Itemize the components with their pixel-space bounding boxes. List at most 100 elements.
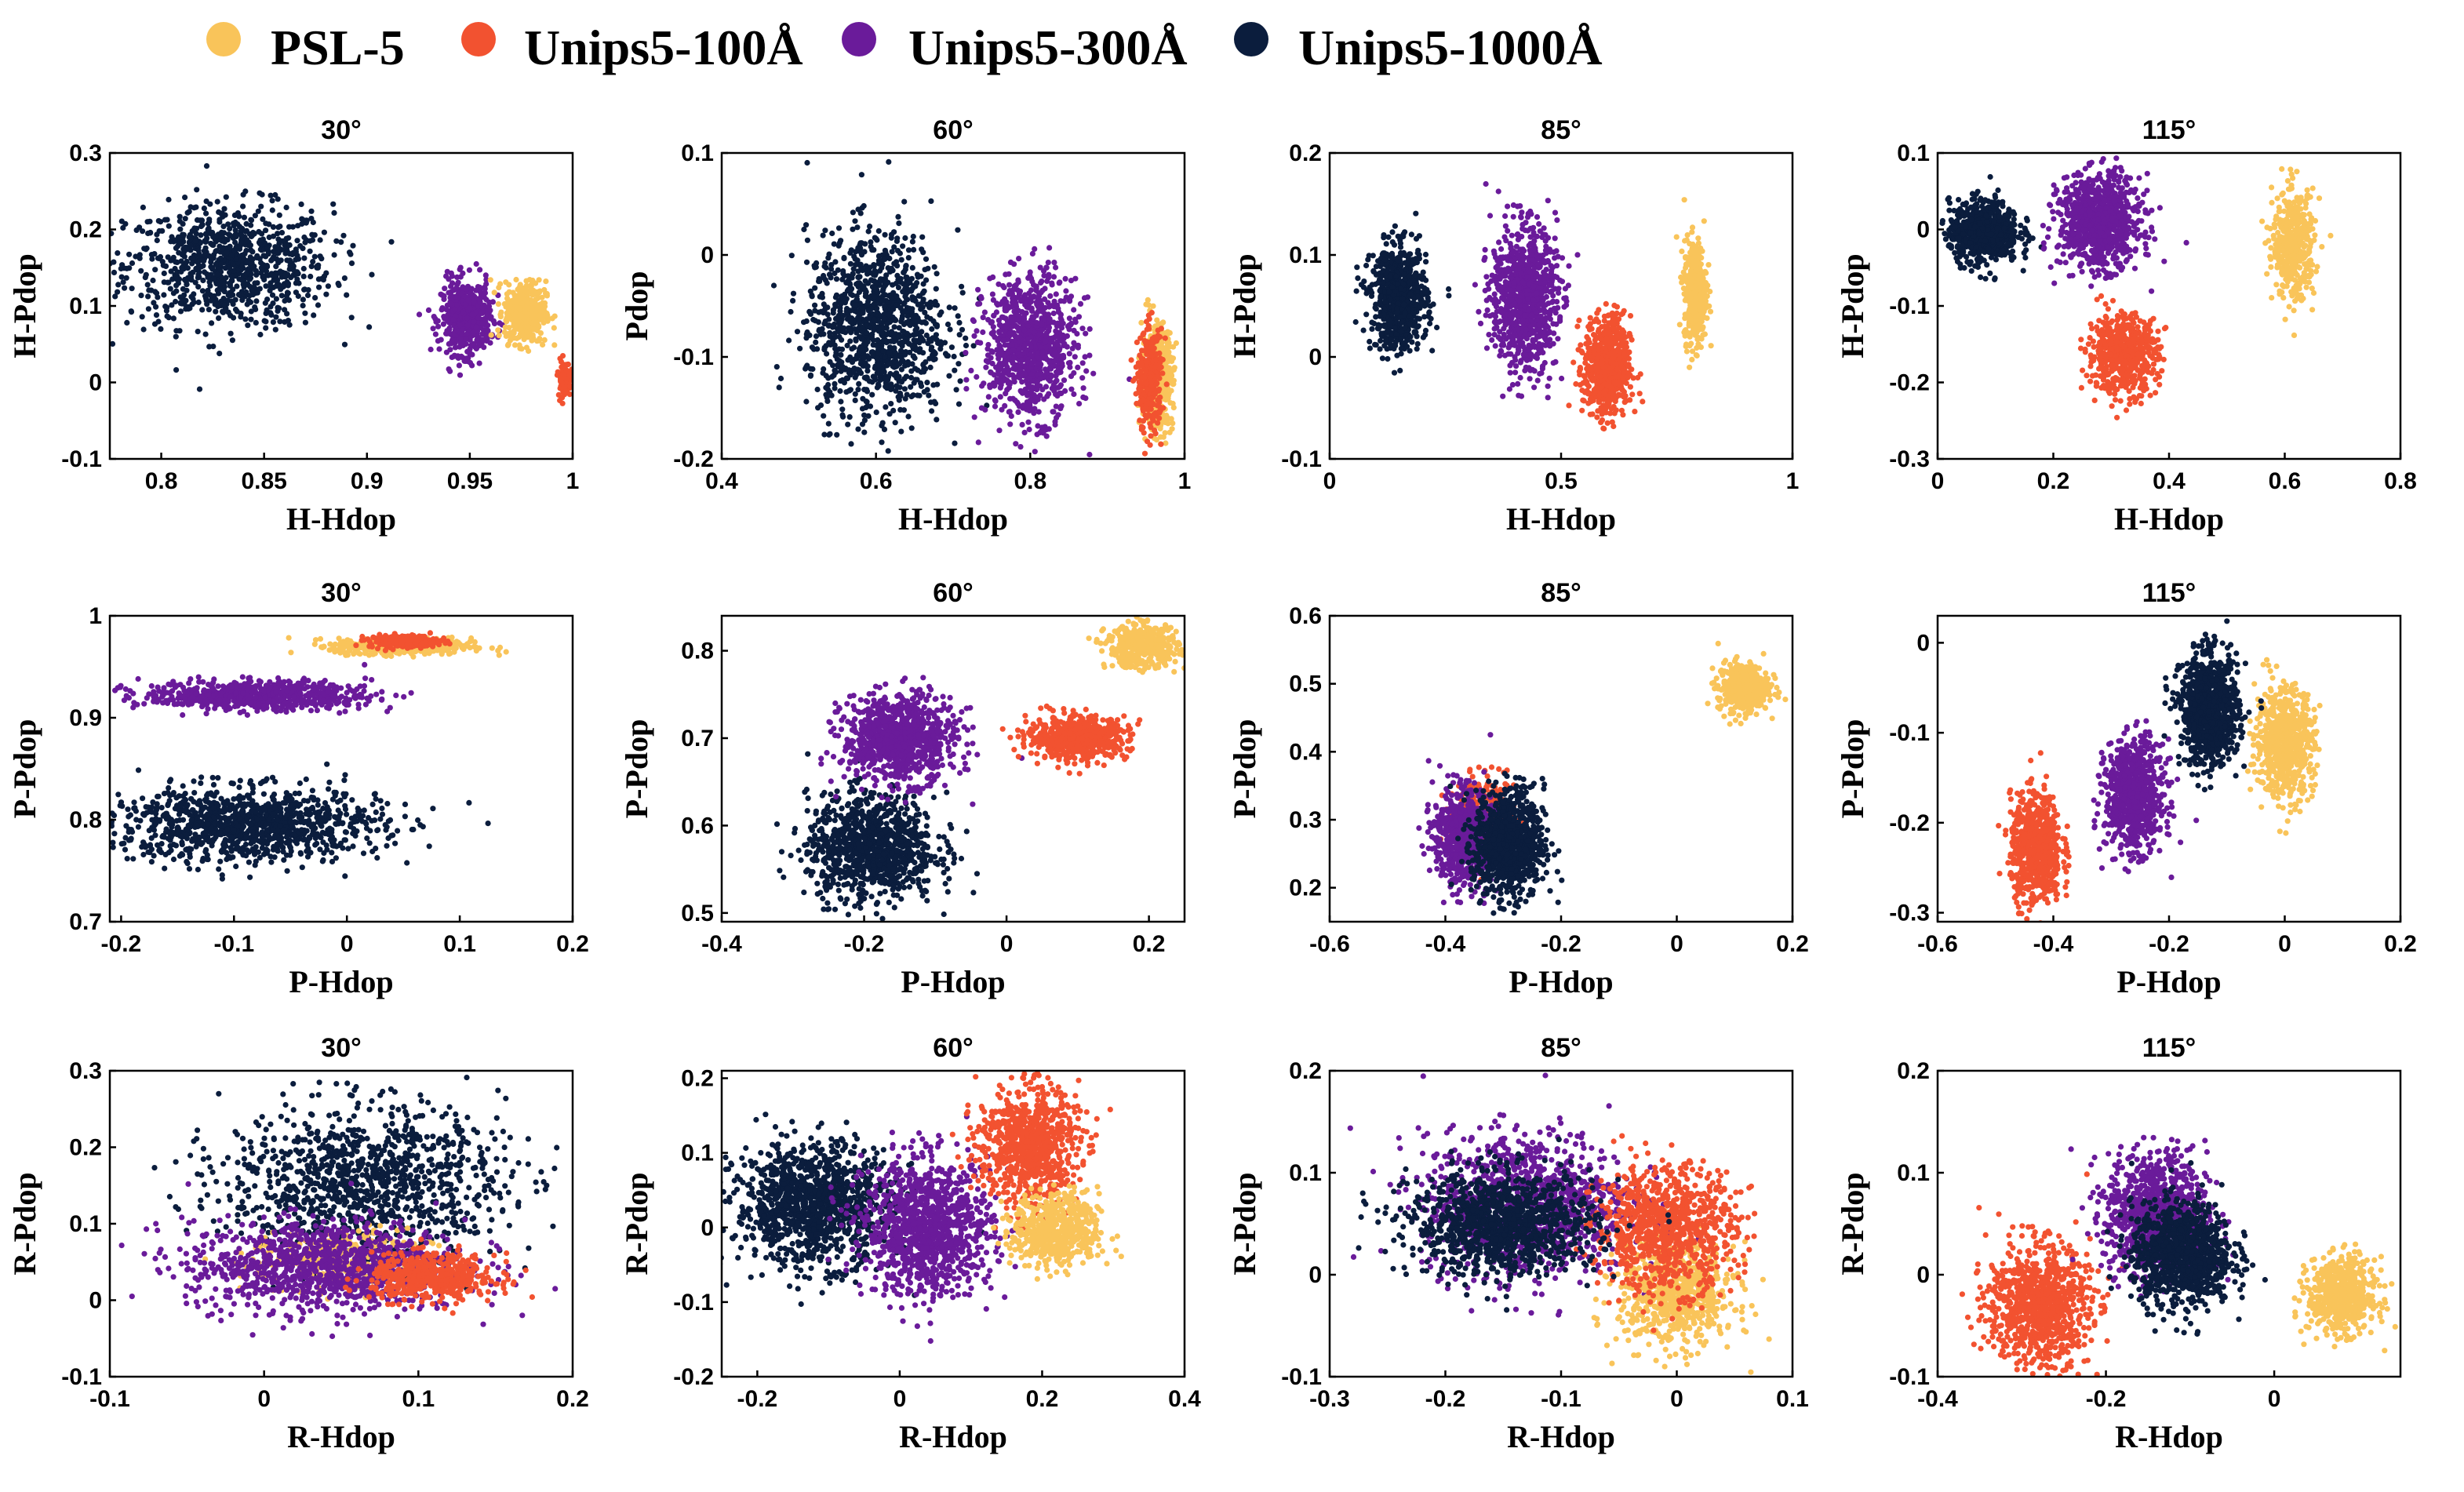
data-point bbox=[1025, 419, 1032, 425]
data-point bbox=[862, 360, 868, 366]
data-point bbox=[926, 392, 932, 398]
data-point bbox=[183, 297, 189, 304]
data-point bbox=[874, 370, 880, 377]
data-point bbox=[211, 252, 217, 258]
data-point bbox=[1071, 307, 1077, 313]
data-point bbox=[432, 331, 439, 337]
data-point bbox=[506, 289, 512, 295]
data-point bbox=[842, 291, 848, 297]
data-point bbox=[188, 277, 195, 283]
data-point bbox=[776, 384, 782, 391]
data-point bbox=[894, 235, 901, 242]
data-point bbox=[835, 267, 841, 273]
data-point bbox=[866, 460, 872, 465]
data-point bbox=[268, 192, 274, 198]
data-point bbox=[897, 384, 903, 391]
data-point bbox=[912, 377, 919, 383]
data-point bbox=[985, 341, 992, 348]
data-point bbox=[1017, 339, 1023, 345]
data-point bbox=[858, 172, 864, 178]
data-point bbox=[998, 349, 1004, 355]
data-point bbox=[286, 242, 293, 248]
data-point bbox=[868, 349, 875, 355]
data-point bbox=[994, 300, 1000, 307]
data-point bbox=[120, 279, 126, 286]
data-point bbox=[195, 247, 202, 253]
data-point bbox=[1140, 406, 1146, 413]
data-point bbox=[898, 428, 904, 435]
data-point bbox=[1054, 320, 1061, 327]
data-point bbox=[1025, 336, 1032, 342]
data-point bbox=[896, 325, 902, 331]
data-point bbox=[214, 287, 220, 293]
data-point bbox=[803, 318, 810, 324]
data-point bbox=[294, 238, 300, 244]
data-point bbox=[295, 293, 301, 300]
data-point bbox=[1057, 365, 1065, 371]
data-point bbox=[875, 257, 882, 264]
data-point bbox=[855, 387, 861, 393]
data-point bbox=[1409, 339, 1415, 345]
data-point bbox=[891, 364, 897, 370]
data-point bbox=[495, 301, 502, 307]
data-point bbox=[884, 321, 890, 327]
data-point bbox=[873, 409, 879, 416]
data-point bbox=[192, 238, 199, 244]
data-point bbox=[875, 227, 882, 235]
data-point bbox=[77, 257, 82, 262]
data-point bbox=[1135, 360, 1141, 366]
data-point bbox=[979, 383, 985, 389]
data-point bbox=[1152, 459, 1158, 464]
data-point bbox=[1014, 335, 1020, 341]
data-point bbox=[172, 237, 178, 243]
data-point bbox=[136, 252, 143, 258]
data-point bbox=[457, 322, 464, 329]
data-point bbox=[505, 307, 511, 314]
data-point bbox=[173, 367, 180, 373]
data-point bbox=[858, 345, 864, 351]
data-point bbox=[904, 296, 910, 302]
data-point bbox=[1046, 245, 1053, 251]
data-point bbox=[918, 383, 925, 389]
data-point bbox=[831, 241, 837, 247]
data-point bbox=[955, 227, 961, 233]
data-point bbox=[1042, 304, 1048, 311]
data-point bbox=[835, 315, 841, 321]
data-point bbox=[540, 341, 546, 348]
data-point bbox=[836, 462, 842, 468]
data-point bbox=[1053, 391, 1059, 398]
data-point bbox=[464, 286, 470, 292]
data-point bbox=[277, 318, 283, 325]
data-point bbox=[848, 441, 854, 447]
data-point bbox=[846, 414, 853, 420]
data-point bbox=[1079, 326, 1086, 332]
data-point bbox=[1155, 327, 1161, 333]
legend-marker-psl5 bbox=[206, 22, 241, 56]
data-point bbox=[221, 284, 227, 290]
data-point bbox=[803, 222, 810, 228]
data-point bbox=[1052, 421, 1058, 428]
data-point bbox=[173, 276, 180, 282]
data-point bbox=[937, 311, 943, 318]
data-point bbox=[477, 299, 483, 305]
data-point bbox=[155, 294, 161, 300]
data-point bbox=[838, 398, 844, 405]
data-point bbox=[1155, 402, 1161, 409]
data-point bbox=[1043, 384, 1050, 390]
data-point bbox=[909, 343, 915, 349]
data-point bbox=[832, 301, 839, 307]
data-point bbox=[238, 239, 244, 246]
data-point bbox=[513, 299, 519, 305]
data-point bbox=[934, 417, 940, 423]
data-point bbox=[929, 326, 935, 333]
data-point bbox=[139, 314, 145, 320]
data-point bbox=[897, 250, 903, 257]
data-point bbox=[821, 366, 827, 373]
data-point bbox=[448, 283, 454, 289]
data-point bbox=[879, 252, 886, 258]
data-point bbox=[302, 319, 308, 326]
data-point bbox=[1016, 346, 1022, 352]
x-tick-label: 0.8 bbox=[1014, 468, 1046, 494]
data-point bbox=[220, 295, 227, 302]
data-point bbox=[485, 327, 491, 333]
